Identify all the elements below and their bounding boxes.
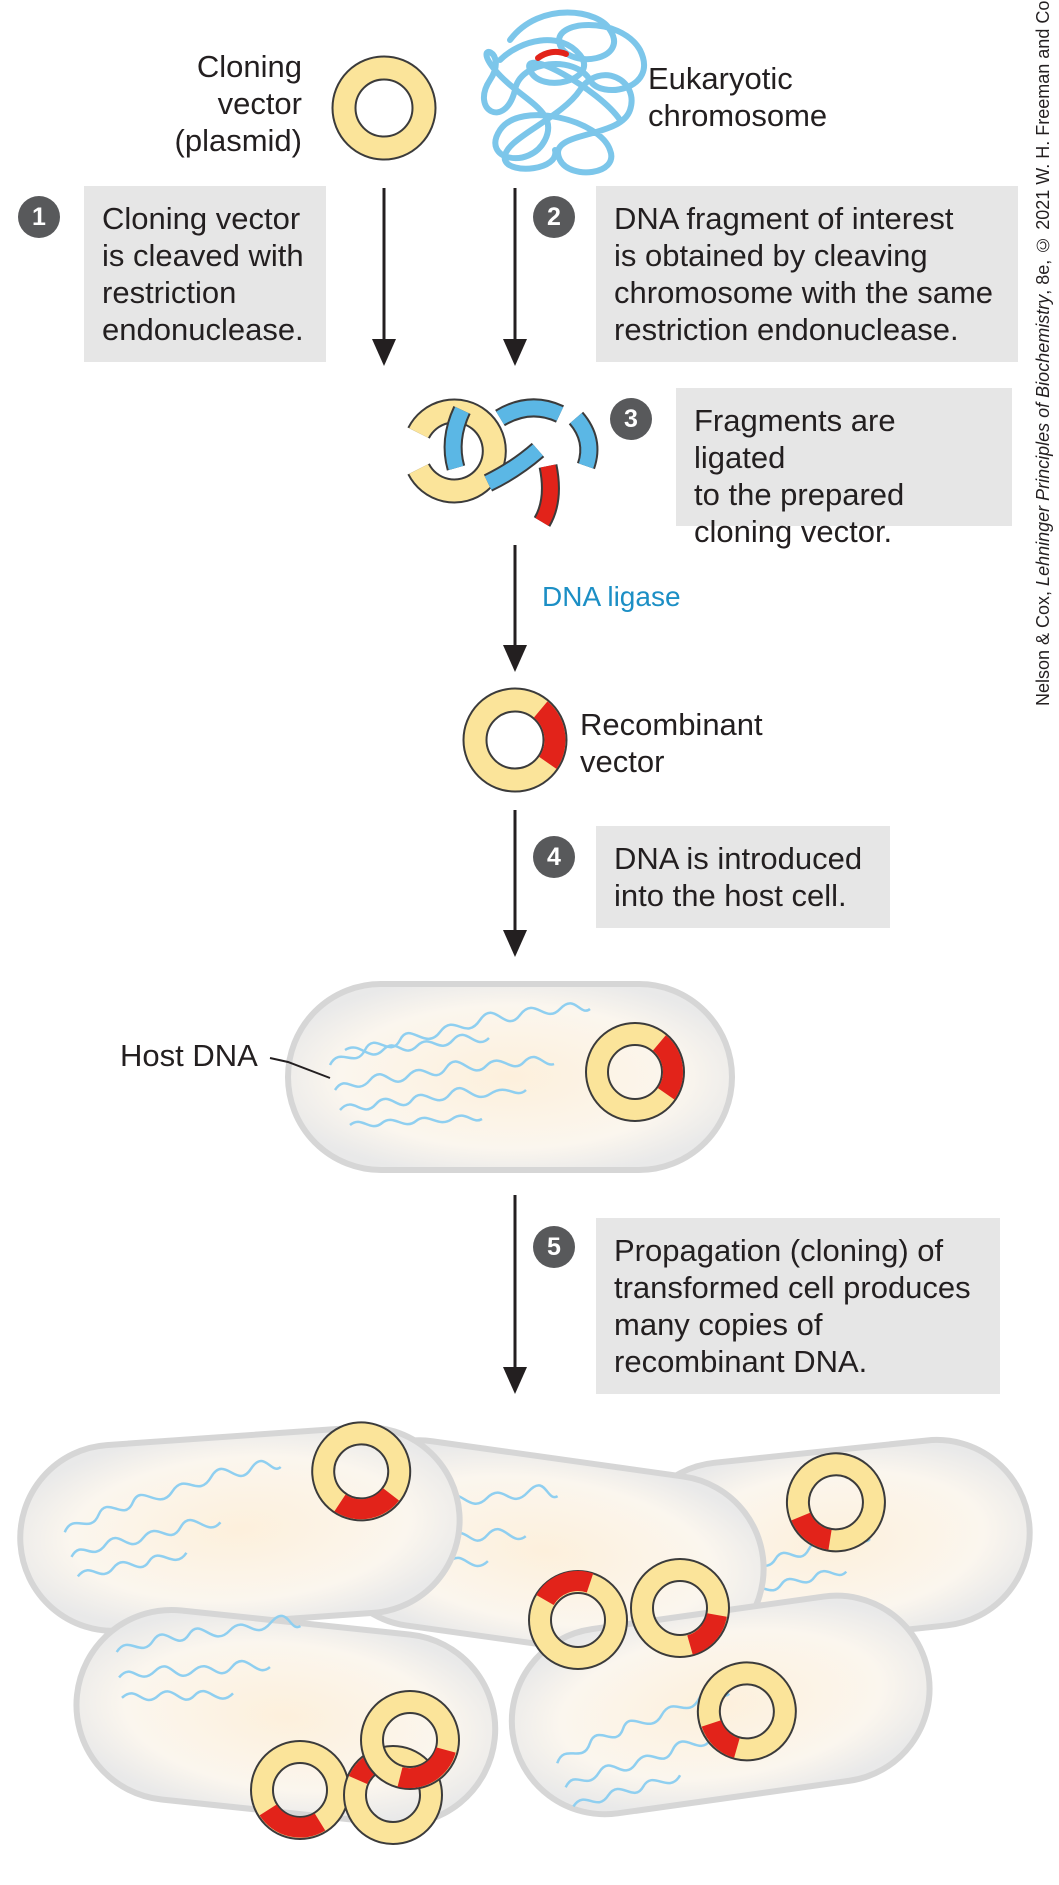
host-dna-leader [269, 1057, 331, 1079]
credit-prefix: Nelson & Cox, [1033, 585, 1053, 706]
cut-plasmid [407, 398, 507, 504]
step-2-badge: 2 [533, 196, 575, 238]
credit-book-title: Lehninger Principles of Biochemistry [1033, 294, 1053, 586]
cloning-vector-label: Cloning vector (plasmid) [174, 49, 302, 158]
propagated-plasmid [630, 1558, 730, 1658]
recombinant-vector-label: Recombinant vector [580, 707, 763, 779]
step-3-box: Fragments are ligated to the prepared cl… [676, 388, 1012, 549]
eukaryotic-chromosome [481, 9, 647, 176]
propagated-plasmid [360, 1690, 460, 1790]
step-1-badge: 1 [18, 196, 60, 238]
credit-suffix: , 8e, © 2021 W. H. Freeman and Company [1033, 0, 1053, 295]
host-dna-label: Host DNA [120, 1038, 258, 1073]
propagated-cell [17, 1421, 463, 1634]
step-1-box: Cloning vector is cleaved with restricti… [84, 186, 326, 362]
step-5-badge: 5 [533, 1226, 575, 1268]
eukaryotic-chromosome-label: Eukaryotic chromosome [648, 61, 828, 133]
host-plasmid [585, 1022, 685, 1122]
step-2-box: DNA fragment of interest is obtained by … [596, 186, 1018, 362]
recombinant-vector [462, 687, 568, 793]
host-cell [285, 981, 735, 1173]
step-4-badge: 4 [533, 836, 575, 878]
dna-ligase-label: DNA ligase [542, 581, 681, 612]
step-5-box: Propagation (cloning) of transformed cel… [596, 1218, 1000, 1394]
dna-fragments [443, 398, 599, 527]
propagated-cells [17, 1421, 1033, 1845]
cloning-vector-plasmid [331, 55, 437, 161]
copyright-credit: Nelson & Cox, Lehninger Principles of Bi… [1030, 0, 1058, 706]
step-3-badge: 3 [610, 398, 652, 440]
propagated-plasmid [528, 1570, 628, 1670]
propagated-plasmid [250, 1740, 350, 1840]
step-4-box: DNA is introduced into the host cell. [596, 826, 890, 928]
